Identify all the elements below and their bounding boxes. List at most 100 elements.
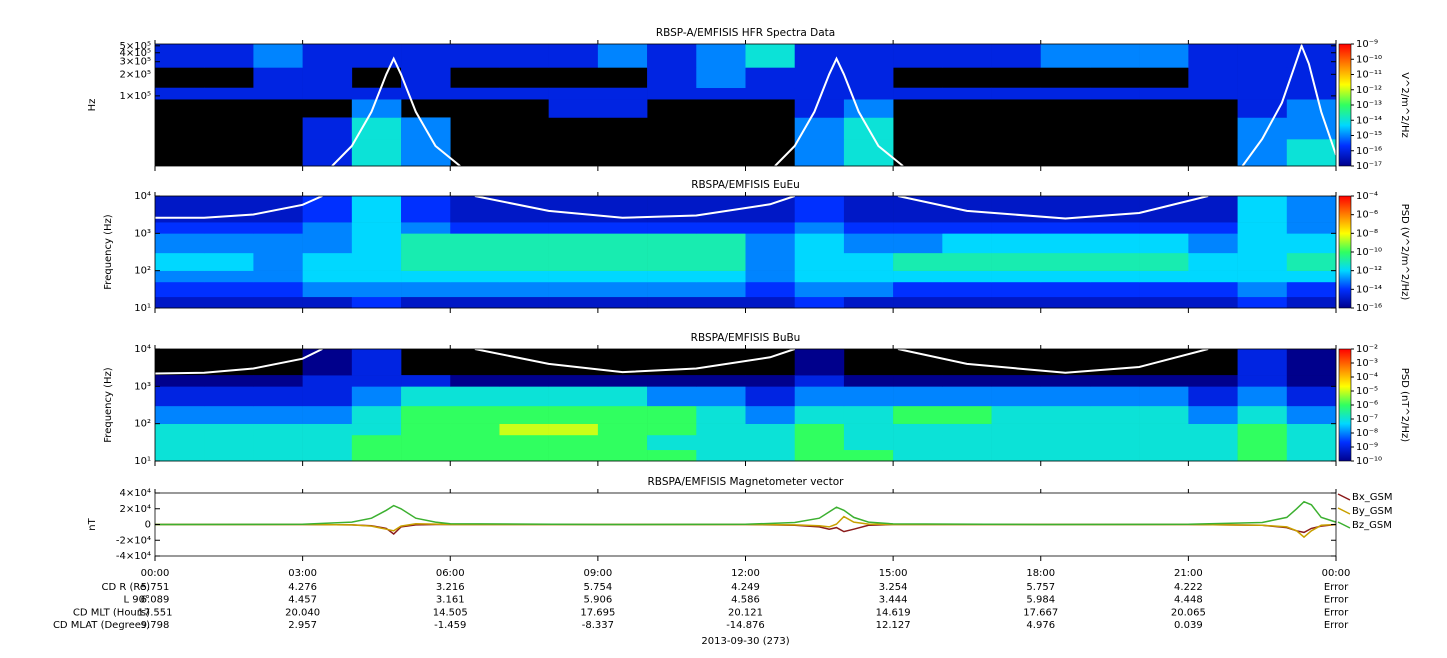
heatmap-cell: [1188, 270, 1238, 283]
heatmap-cell: [548, 434, 599, 451]
heatmap-cell: [794, 423, 845, 436]
heatmap-cell: [204, 222, 254, 234]
ephemeris-value: 17.667: [1023, 607, 1058, 618]
heatmap-cell: [991, 386, 1042, 407]
colorbar-tick-label: 10⁻⁹: [1356, 39, 1378, 50]
heatmap-cell: [794, 296, 845, 309]
y-axis-label: Hz: [87, 99, 98, 112]
overlay-line: [331, 44, 1336, 166]
heatmap-cell: [204, 196, 254, 223]
heatmap-cell: [548, 375, 599, 387]
heatmap-cell: [597, 386, 648, 407]
heatmap-cell: [794, 139, 845, 167]
heatmap-cell: [351, 252, 402, 271]
heatmap-cell: [450, 386, 500, 407]
heatmap-cell: [647, 375, 697, 387]
heatmap-cell: [794, 375, 845, 387]
x-tick-label: 15:00: [879, 568, 908, 579]
heatmap-cell: [696, 434, 746, 451]
x-tick-label: 21:00: [1174, 568, 1203, 579]
heatmap-cell: [155, 449, 205, 462]
heatmap-cell: [942, 423, 992, 436]
heatmap-cell: [1139, 281, 1189, 298]
colorbar-tick-label: 10⁻¹²: [1356, 85, 1382, 96]
heatmap-cell: [401, 67, 451, 89]
heatmap-cell: [1188, 434, 1238, 451]
heatmap-cell: [794, 270, 845, 283]
heatmap-cell: [401, 270, 451, 283]
colorbar-tick-label: 10⁻⁸: [1356, 228, 1378, 239]
heatmap-cell: [1089, 44, 1140, 68]
heatmap-cell: [253, 252, 303, 271]
ephemeris-value: 4.276: [288, 582, 317, 593]
ephemeris-value: 5.984: [1026, 595, 1055, 606]
heatmap-cell: [696, 423, 746, 436]
heatmap-cell: [745, 405, 796, 424]
heatmap-cell: [548, 405, 599, 424]
heatmap-cell: [696, 386, 746, 407]
heatmap-cell: [1040, 281, 1091, 298]
heatmap-cell: [1237, 423, 1288, 436]
y-tick-label: 10⁴: [134, 191, 151, 202]
colorbar: [1338, 195, 1352, 309]
heatmap-cell: [1188, 375, 1238, 387]
heatmap-cell: [696, 296, 746, 309]
heatmap-cell: [696, 281, 746, 298]
heatmap-cell: [499, 270, 549, 283]
heatmap-cell: [1286, 270, 1337, 283]
heatmap-cell: [794, 349, 845, 376]
heatmap-cell: [942, 196, 992, 223]
heatmap-cell: [794, 67, 845, 89]
heatmap-cell: [1286, 252, 1337, 271]
y-tick-label: 5×10⁵: [120, 41, 151, 52]
heatmap-cell: [155, 222, 205, 234]
colorbar-tick-label: 10⁻⁹: [1356, 442, 1378, 453]
heatmap-cell: [1286, 233, 1337, 254]
heatmap-cell: [1089, 386, 1140, 407]
ephemeris-value: 4.976: [1026, 620, 1055, 631]
heatmap-cell: [351, 117, 402, 140]
heatmap-cell: [548, 423, 599, 436]
heatmap-cell: [204, 405, 254, 424]
heatmap-cell: [1040, 270, 1091, 283]
heatmap-cell: [597, 281, 648, 298]
heatmap-cell: [548, 233, 599, 254]
heatmap-cell: [745, 449, 796, 462]
heatmap-cell: [597, 44, 648, 68]
legend-label: Bz_GSM: [1352, 520, 1392, 531]
heatmap-cell: [745, 44, 796, 68]
heatmap-cell: [155, 281, 205, 298]
heatmap-cell: [647, 252, 697, 271]
heatmap-cell: [696, 44, 746, 68]
heatmap-cell: [499, 434, 549, 451]
heatmap-cell: [696, 233, 746, 254]
y-tick-label: 2×10⁵: [120, 69, 151, 80]
heatmap-cell: [450, 375, 500, 387]
heatmap-cell: [1286, 423, 1337, 436]
heatmap-cell: [1188, 67, 1238, 89]
heatmap-cell: [991, 270, 1042, 283]
heatmap-cell: [499, 44, 549, 68]
heatmap-cell: [1089, 196, 1140, 223]
heatmap-cell: [253, 405, 303, 424]
heatmap-cell: [696, 449, 746, 462]
heatmap-cell: [597, 252, 648, 271]
heatmap-cell: [450, 270, 500, 283]
heatmap-cell: [401, 281, 451, 298]
heatmap-cell: [1237, 296, 1288, 309]
ephemeris-label: CD MLAT (Degrees): [53, 620, 150, 631]
heatmap-cell: [204, 386, 254, 407]
heatmap-cell: [597, 222, 648, 234]
heatmap-cell: [302, 423, 353, 436]
heatmap-cell: [450, 87, 500, 100]
heatmap-cell: [1089, 270, 1140, 283]
heatmap-cell: [499, 375, 549, 387]
heatmap-cell: [696, 270, 746, 283]
panel-title: RBSPA/EMFISIS EuEu: [691, 179, 800, 191]
heatmap-cell: [991, 296, 1042, 309]
heatmap-cell: [253, 434, 303, 451]
heatmap-cell: [991, 252, 1042, 271]
heatmap-cell: [991, 87, 1042, 100]
ephemeris-value: 12.127: [876, 620, 911, 631]
